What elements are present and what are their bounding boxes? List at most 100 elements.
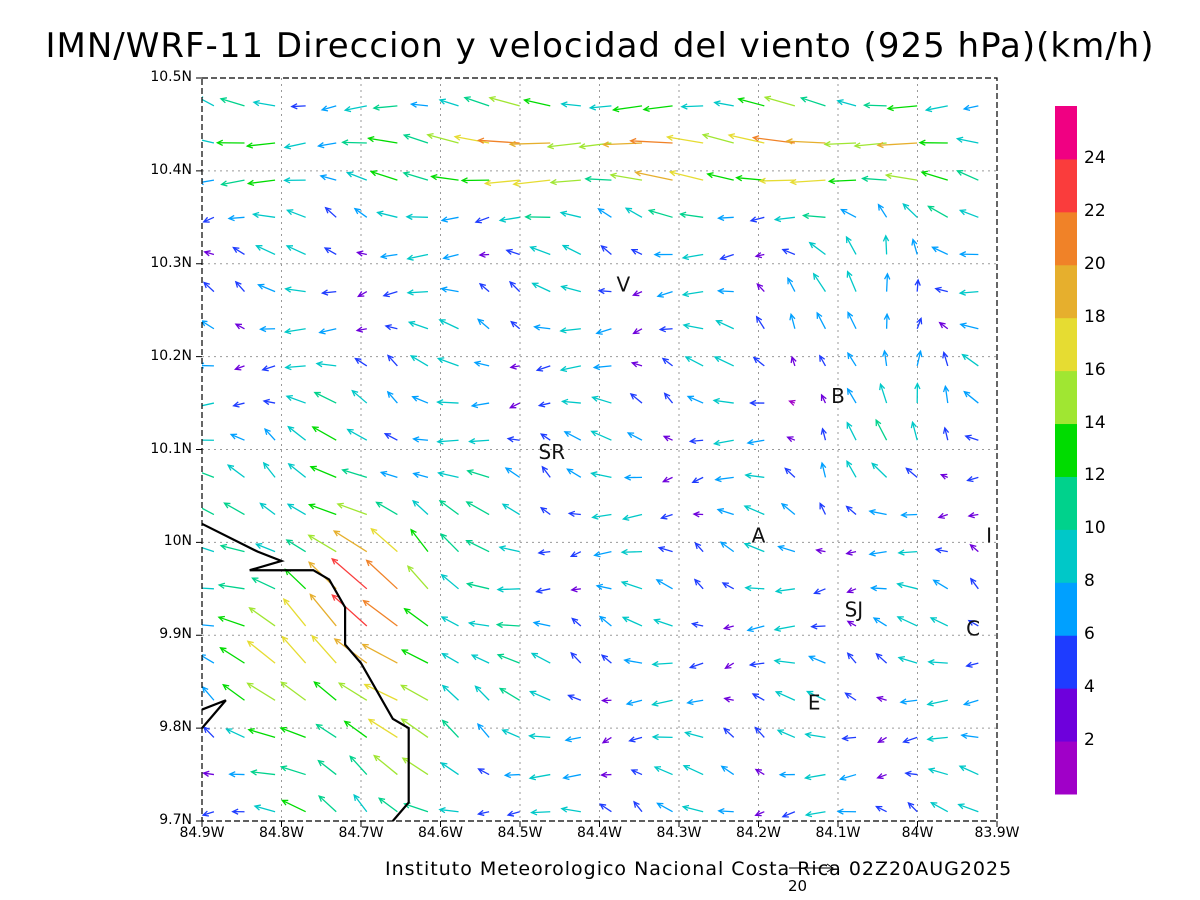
wind-arrow: [363, 683, 398, 701]
wind-arrow: [836, 808, 857, 815]
wind-arrow: [861, 175, 887, 182]
wind-arrow: [780, 502, 796, 516]
wind-arrow: [495, 621, 520, 629]
wind-arrow: [727, 133, 765, 144]
wind-arrow: [470, 401, 490, 409]
wind-arrow: [883, 312, 891, 329]
wind-arrow: [657, 546, 673, 553]
wind-arrow: [926, 699, 948, 707]
wind-arrow: [228, 771, 245, 778]
wind-arrow: [402, 133, 429, 144]
wind-arrow: [938, 321, 949, 330]
wind-arrow: [320, 105, 337, 112]
wind-arrow: [373, 754, 398, 776]
city-label: SR: [539, 440, 566, 464]
wind-arrow: [609, 172, 643, 181]
wind-arrow: [372, 104, 398, 111]
wind-arrow: [506, 810, 520, 817]
colorbar-label: 14: [1084, 412, 1106, 433]
wind-arrow: [225, 728, 245, 739]
wind-arrow: [716, 287, 734, 295]
latitude-label: 10.1N: [150, 440, 192, 457]
wind-arrow: [957, 803, 979, 813]
wind-arrow: [219, 543, 245, 553]
wind-arrow: [202, 810, 215, 817]
wind-arrow: [723, 696, 734, 703]
wind-arrow: [962, 104, 979, 111]
wind-arrow: [351, 389, 368, 404]
wind-arrow: [719, 541, 735, 553]
wind-arrow: [600, 697, 612, 704]
wind-arrow: [820, 461, 827, 478]
wind-arrow: [324, 206, 337, 218]
wind-arrow: [774, 587, 795, 594]
wind-arrow: [682, 322, 704, 330]
wind-arrow: [819, 502, 827, 515]
wind-arrow: [846, 652, 857, 664]
wind-arrow: [316, 142, 337, 149]
wind-arrow: [964, 434, 979, 441]
wind-arrow: [656, 290, 673, 298]
wind-arrow: [560, 284, 582, 293]
wind-arrow: [737, 97, 765, 107]
wind-arrow: [501, 503, 521, 516]
wind-arrow: [279, 765, 306, 776]
wind-arrow: [746, 625, 765, 633]
wind-arrow: [412, 499, 429, 515]
wind-arrow: [546, 142, 581, 150]
wind-arrow: [560, 101, 581, 108]
wind-arrow: [591, 395, 612, 404]
wind-arrow: [882, 234, 890, 255]
wind-arrow: [202, 621, 214, 628]
wind-arrow: [478, 282, 490, 293]
city-label: E: [808, 691, 821, 715]
wind-arrow: [564, 736, 581, 743]
reference-vector-label: 20: [788, 877, 808, 895]
speed-colorbar: [1055, 106, 1077, 795]
wind-arrow: [642, 105, 673, 113]
wind-arrow: [847, 311, 857, 330]
wind-arrow: [845, 235, 857, 255]
wind-arrow: [345, 171, 368, 181]
wind-arrow: [924, 105, 948, 113]
wind-arrow: [714, 475, 734, 483]
wind-arrow: [307, 503, 337, 516]
wind-arrow: [668, 170, 704, 181]
wind-arrow: [621, 513, 643, 521]
wind-arrow: [937, 512, 948, 519]
wind-arrow: [623, 657, 643, 665]
wind-arrow: [286, 503, 306, 516]
wind-arrow: [942, 351, 949, 367]
wind-arrow: [681, 290, 704, 298]
reference-vector: [789, 863, 834, 873]
latitude-label: 9.7N: [159, 812, 192, 828]
wind-arrow: [789, 312, 796, 329]
wind-arrow: [365, 559, 398, 590]
wind-arrow: [653, 766, 673, 776]
wind-arrow: [262, 398, 276, 406]
wind-arrow: [386, 354, 398, 367]
wind-arrow: [755, 315, 765, 330]
wind-arrow: [285, 539, 306, 553]
wind-arrow: [283, 142, 306, 150]
wind-arrow: [862, 102, 887, 109]
wind-arrow: [955, 136, 979, 144]
wind-arrow: [261, 365, 276, 372]
wind-arrow: [541, 465, 551, 478]
wind-arrow: [875, 695, 887, 703]
longitude-label: 84.8W: [258, 825, 304, 841]
wind-arrow: [653, 251, 673, 258]
wind-arrow: [960, 732, 979, 740]
wind-arrow: [406, 253, 429, 261]
colorbar-segment: [1055, 476, 1077, 530]
wind-arrow: [539, 433, 551, 441]
wind-arrow: [717, 214, 734, 222]
city-label: B: [831, 384, 845, 408]
wind-arrow: [217, 582, 245, 590]
wind-arrow: [827, 177, 857, 185]
wind-arrow: [656, 802, 673, 813]
wind-arrow: [777, 545, 796, 553]
wind-arrow: [684, 730, 704, 739]
wind-arrow: [632, 328, 643, 335]
wind-arrow: [660, 513, 673, 520]
